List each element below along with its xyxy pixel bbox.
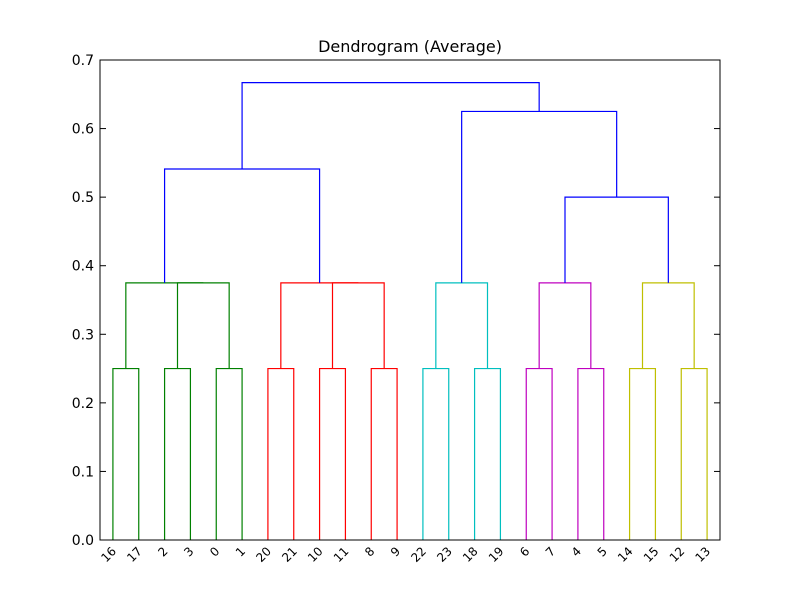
dendrogram-link-21 [461, 110, 618, 283]
dendrogram-link-9 [577, 367, 605, 540]
dendrogram-link-19 [163, 168, 321, 283]
leaf-label-10: 10 [305, 544, 326, 565]
leaf-label-12: 12 [667, 544, 688, 565]
y-tick-label-7: 0.7 [72, 53, 94, 69]
dendrogram-link-10 [628, 367, 657, 540]
leaf-label-11: 11 [331, 544, 352, 565]
dendrogram-link-12 [176, 282, 230, 369]
dendrogram-link-15 [280, 282, 359, 369]
leaf-label-0: 0 [207, 544, 222, 559]
y-tick-label-5: 0.5 [72, 190, 94, 206]
leaf-label-13: 13 [692, 544, 713, 565]
dendrogram-link-14 [331, 282, 385, 369]
dendrogram-link-11 [680, 367, 708, 540]
dendrogram-link-4 [318, 367, 347, 540]
leaf-label-6: 6 [517, 544, 532, 559]
dendrogram-link-13 [125, 282, 204, 369]
leaf-label-8: 8 [362, 544, 377, 559]
dendrogram-link-0 [112, 367, 140, 540]
axes: 0.00.10.20.30.40.50.60.716 17 2 3 0 1 20 21 10 11… [72, 53, 720, 565]
y-tick-label-0: 0.0 [72, 533, 94, 549]
dendrogram-link-17 [538, 282, 592, 369]
leaf-label-23: 23 [434, 544, 455, 565]
leaf-label-18: 18 [460, 544, 481, 565]
dendrogram-link-3 [267, 367, 295, 540]
y-tick-label-3: 0.3 [72, 327, 94, 343]
leaf-label-5: 5 [595, 544, 610, 559]
leaf-label-15: 15 [641, 544, 662, 565]
dendrogram-link-5 [370, 367, 398, 540]
leaf-label-21: 21 [279, 544, 300, 565]
y-tick-label-2: 0.2 [72, 396, 94, 412]
dendrogram-link-22 [241, 82, 540, 170]
leaf-label-14: 14 [615, 544, 636, 565]
leaf-label-16: 16 [98, 544, 119, 565]
dendrogram-link-2 [215, 367, 243, 540]
dendrogram-link-7 [473, 367, 502, 540]
leaf-label-4: 4 [569, 544, 584, 559]
chart-title: Dendrogram (Average) [318, 37, 502, 56]
dendrogram-links [112, 82, 708, 540]
y-tick-label-6: 0.6 [72, 122, 94, 138]
dendrogram-link-20 [564, 196, 669, 283]
leaf-label-1: 1 [233, 544, 248, 559]
leaf-label-17: 17 [124, 544, 145, 565]
leaf-label-2: 2 [155, 544, 170, 559]
leaf-label-20: 20 [253, 544, 274, 565]
dendrogram-link-18 [641, 282, 695, 369]
leaf-label-19: 19 [486, 544, 507, 565]
dendrogram-link-8 [525, 367, 553, 540]
dendrogram-link-1 [163, 367, 192, 540]
leaf-label-3: 3 [181, 544, 196, 559]
leaf-label-9: 9 [388, 544, 403, 559]
dendrogram-link-16 [435, 282, 489, 369]
plot-frame [99, 59, 721, 541]
leaf-label-7: 7 [543, 544, 558, 559]
leaf-label-22: 22 [408, 544, 429, 565]
y-tick-label-1: 0.1 [72, 464, 94, 480]
dendrogram-link-6 [422, 367, 450, 540]
y-tick-label-4: 0.4 [72, 259, 94, 275]
